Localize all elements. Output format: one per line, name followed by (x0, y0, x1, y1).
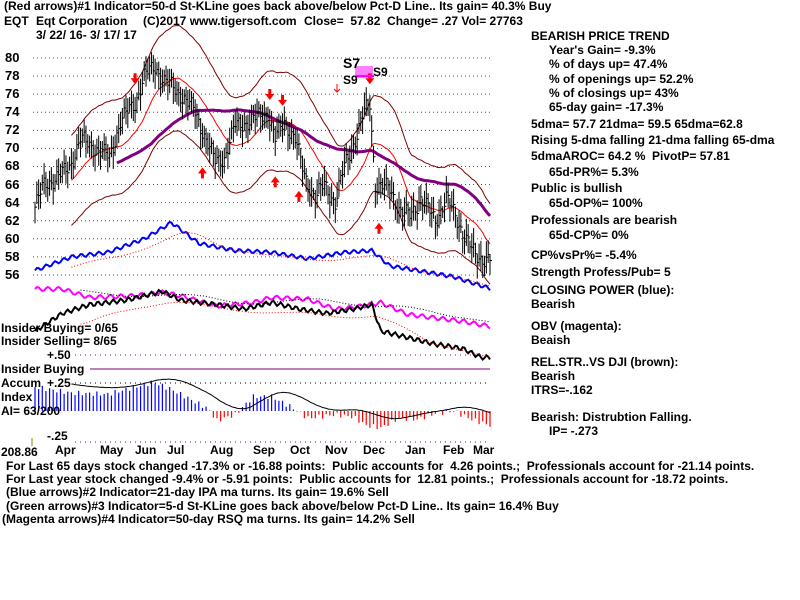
x-tick-label: Dec (363, 443, 386, 457)
signal-s9: S9 (343, 73, 358, 87)
cp-title: CLOSING POWER (blue): (531, 283, 675, 297)
y-tick-label: 72 (5, 122, 20, 138)
y-tick-label: 58 (5, 248, 20, 264)
y-tick-label: 64 (5, 194, 20, 210)
lower-band (71, 130, 491, 285)
footer-year: For Last year stock changed -9.4% or -5.… (6, 472, 729, 486)
rs-value: Bearish (531, 369, 576, 383)
cp-vs-pr: CP%vsPr%= -5.4% (531, 248, 637, 262)
ai-label: AI= 63/200 (1, 404, 61, 418)
red-down-arrow-icon (130, 73, 140, 85)
plus25-label: +.25 (47, 376, 71, 390)
cp: 65d-CP%= 0% (549, 228, 629, 242)
stat: % of days up= 47.4% (549, 57, 668, 71)
footer-overlay-value: 208.86 (1, 445, 38, 459)
ip-title: Bearish: Distrubtion Falling. (531, 410, 692, 424)
pr: 65d-PR%= 5.3% (549, 165, 639, 179)
ticker: EQT (4, 14, 29, 28)
thin-down-arrow-icon (333, 84, 341, 93)
y-tick-label: 60 (5, 230, 20, 246)
x-tick-label: Jul (167, 443, 185, 457)
red-up-arrow-icon (197, 167, 207, 179)
dma-trend: Rising 5-dma falling 21-dma falling 65-d… (531, 133, 775, 147)
obv-value: Beaish (531, 333, 571, 347)
date-range: 3/ 22/ 16- 3/ 17/ 17 (36, 28, 137, 42)
company-name: Eqt Corporation (36, 14, 128, 28)
footer-indicator-4: (Magenta arrows)#4 Indicator=50-day RSQ … (2, 512, 415, 526)
y-tick-label: 68 (5, 158, 20, 174)
y-tick-label: 80 (5, 50, 20, 65)
upper-band (71, 24, 491, 205)
signal-s7: S7 (343, 55, 361, 71)
stat: 65-day gain= -17.3% (549, 100, 664, 114)
red-down-arrow-icon (278, 94, 288, 106)
close-info: Close= 57.82 Change= .27 Vol= 27763 (304, 14, 523, 28)
public-status: Public is bullish (531, 181, 623, 195)
stat: % of openings up= 52.2% (549, 72, 694, 86)
trend-title: BEARISH PRICE TREND (531, 29, 670, 43)
x-tick-label: May (100, 443, 124, 457)
signal-s9: S9 (373, 65, 388, 79)
closing-power-line (34, 220, 491, 291)
copyright: (C)2017 www.tigersoft.com (143, 14, 297, 28)
aroc: 5dmaAROC= 64.2 % PivotP= 57.81 (531, 149, 730, 163)
ip-value: IP= -.273 (549, 424, 599, 438)
plus50-label: +.50 (47, 348, 71, 362)
accum-ma (71, 378, 491, 420)
x-tick-label: Nov (325, 443, 348, 457)
stat: Year's Gain= -9.3% (549, 43, 656, 57)
y-tick-label: 66 (5, 176, 20, 192)
stat: % of closings up= 43% (549, 86, 679, 100)
cp-value: Bearish (531, 297, 576, 311)
rs-title: REL.STR..VS DJI (brown): (531, 355, 679, 369)
itrs: ITRS=-.162 (531, 383, 593, 397)
x-tick-label: Jan (405, 443, 426, 457)
red-up-arrow-icon (270, 176, 280, 188)
x-tick-label: Apr (55, 443, 76, 457)
y-tick-label: 78 (5, 68, 20, 84)
insider-buying-label: Insider Buying (1, 362, 85, 376)
strength: Strength Profess/Pub= 5 (531, 265, 671, 279)
red-up-arrow-icon (374, 222, 384, 234)
red-down-arrow-icon (265, 89, 275, 101)
y-tick-label: 62 (5, 212, 20, 228)
closing-power-ma (71, 231, 491, 287)
op: 65d-OP%= 100% (549, 196, 643, 210)
y-tick-label: 76 (5, 86, 20, 102)
x-tick-label: Jun (135, 443, 157, 457)
rel-strength-line (34, 288, 491, 362)
x-tick-label: Aug (210, 443, 234, 457)
minus25-label: -.25 (47, 429, 68, 443)
x-tick-label: Sep (253, 443, 276, 457)
red-up-arrow-icon (294, 190, 304, 202)
footer-65day: For Last 65 days stock changed -17.3% or… (6, 459, 755, 473)
y-tick-label: 56 (5, 266, 20, 282)
prof-status: Professionals are bearish (531, 213, 678, 227)
rel-strength-ma (80, 301, 491, 358)
obv-title: OBV (magenta): (531, 319, 622, 333)
65-day-ma (116, 108, 492, 217)
index-label: Index (1, 390, 33, 404)
insider-selling: Insider Selling= 8/65 (1, 334, 117, 348)
accum-label: Accum (1, 376, 42, 390)
y-tick-label: 74 (5, 104, 20, 120)
indicator-1-line: (Red arrows)#1 Indicator=50-d St-KLine g… (4, 0, 552, 13)
obv-line (34, 285, 491, 330)
footer-indicator-2: (Blue arrows)#2 Indicator=21-day IPA ma … (6, 485, 389, 499)
x-tick-label: Feb (443, 443, 465, 457)
footer-indicator-3: (Green arrows)#3 Indicator=5-d St-KLine … (6, 499, 559, 513)
x-tick-label: Oct (290, 443, 311, 457)
x-tick-label: Mar (473, 443, 495, 457)
y-tick-label: 70 (5, 140, 20, 156)
red-down-arrow-icon (365, 73, 375, 85)
insider-buying: Insider Buying= 0/65 (1, 321, 119, 335)
dma-values: 5dma= 57.7 21dma= 59.5 65dma=62.8 (531, 117, 743, 131)
